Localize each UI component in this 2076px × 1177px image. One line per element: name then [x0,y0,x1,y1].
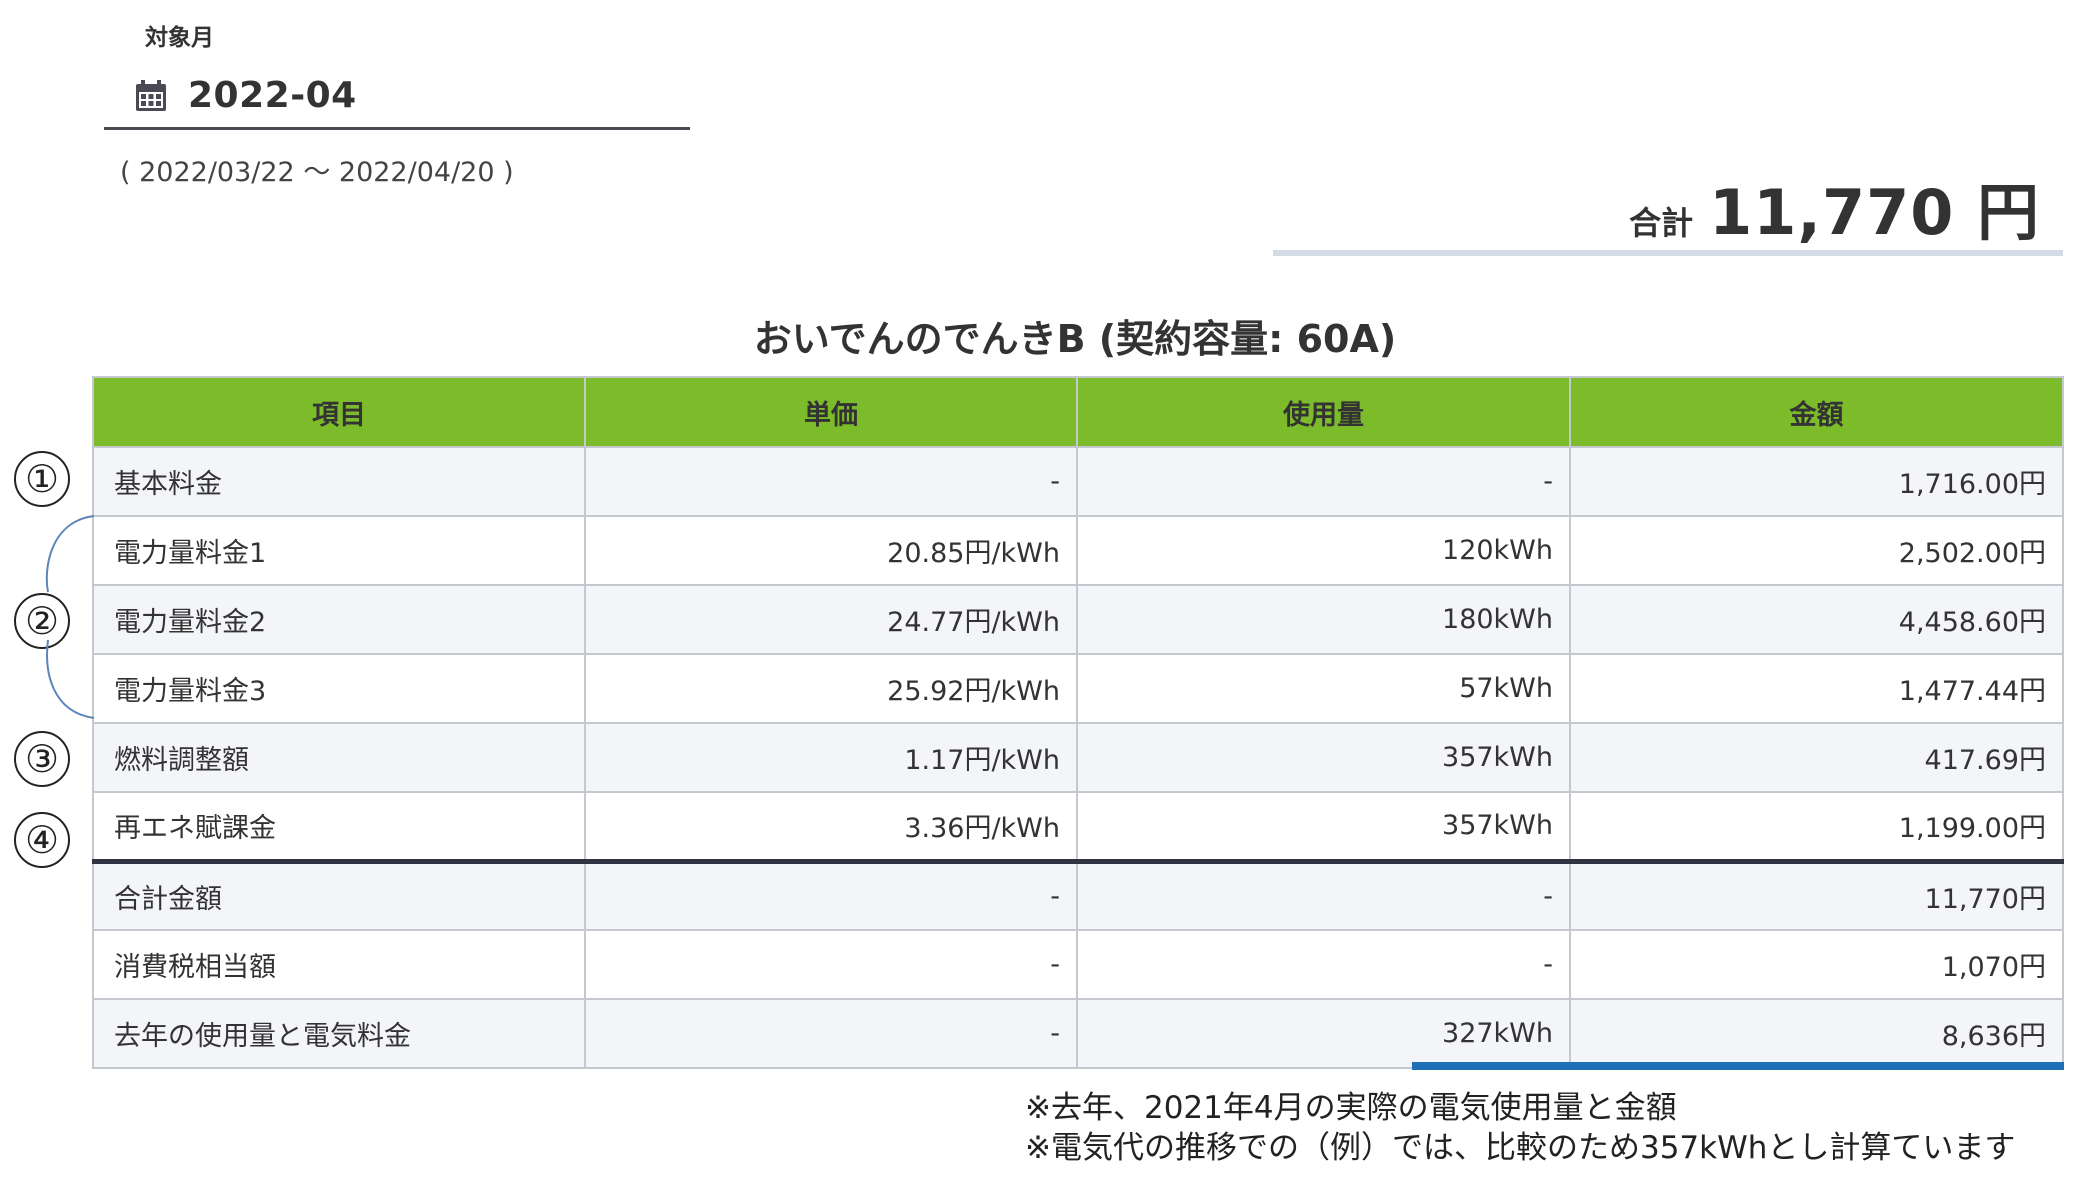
row-amount: 11,770円 [1569,858,2064,931]
marker-3: ③ [14,731,70,787]
row-amount: 1,199.00円 [1569,791,2064,862]
row-item: 電力量料金1 [92,515,586,586]
row-usage: 57kWh [1076,653,1571,724]
row-unit-price: - [584,929,1078,1000]
row-amount: 2,502.00円 [1569,515,2064,586]
marker-4: ④ [14,812,70,868]
row-unit-price: - [584,858,1078,931]
row-amount: 1,716.00円 [1569,446,2064,517]
month-picker[interactable]: 2022-04 [104,64,690,130]
table-row: 再エネ賦課金 3.36円/kWh 357kWh 1,199.00円 [92,791,2064,862]
marker-2: ② [14,593,70,649]
total-summary: 合計 11,770 円 [1629,162,2040,252]
table-row: 電力量料金2 24.77円/kWh 180kWh 4,458.60円 [92,584,2064,655]
table-row: 電力量料金3 25.92円/kWh 57kWh 1,477.44円 [92,653,2064,724]
row-item: 去年の使用量と電気料金 [92,998,586,1069]
plan-title: おいでんのでんきB (契約容量: 60A) [753,317,1397,361]
footnote-2: ※電気代の推移での（例）では、比較のため357kWhとし計算ています [1025,1130,2016,1166]
table-row: 電力量料金1 20.85円/kWh 120kWh 2,502.00円 [92,515,2064,586]
table-row: 基本料金 - - 1,716.00円 [92,446,2064,517]
row-usage: - [1076,446,1571,517]
month-value: 2022-04 [188,75,357,116]
row-usage: 120kWh [1076,515,1571,586]
calendar-icon [136,79,166,111]
row-item: 電力量料金2 [92,584,586,655]
total-label: 合計 [1629,204,1694,242]
row-unit-price: 20.85円/kWh [584,515,1078,586]
row-unit-price: 24.77円/kWh [584,584,1078,655]
row-item: 再エネ賦課金 [92,791,586,862]
total-value: 11,770 円 [1709,176,2040,249]
row-unit-price: - [584,998,1078,1069]
row-usage: 327kWh [1076,998,1571,1069]
footnotes: ※去年、2021年4月の実際の電気使用量と金額 ※電気代の推移での（例）では、比… [1025,1088,2015,1168]
marker-1: ① [14,451,70,507]
row-usage: - [1076,858,1571,931]
row-amount: 8,636円 [1569,998,2064,1069]
row-unit-price: 3.36円/kWh [584,791,1078,862]
highlight-underline [1412,1062,2064,1070]
row-item: 消費税相当額 [92,929,586,1000]
row-usage: 357kWh [1076,791,1571,862]
row-usage: 180kWh [1076,584,1571,655]
header-amount: 金額 [1569,376,2064,448]
bill-table: 項目 単価 使用量 金額 基本料金 - - 1,716.00円 電力量料金1 2… [92,376,2064,1069]
row-amount: 4,458.60円 [1569,584,2064,655]
header-unit-price: 単価 [584,376,1078,448]
billing-period: ( 2022/03/22 〜 2022/04/20 ) [120,157,514,188]
last-year-row: 去年の使用量と電気料金 - 327kWh 8,636円 [92,998,2064,1069]
row-unit-price: - [584,446,1078,517]
row-unit-price: 25.92円/kWh [584,653,1078,724]
row-amount: 1,477.44円 [1569,653,2064,724]
row-item: 合計金額 [92,858,586,931]
row-amount: 1,070円 [1569,929,2064,1000]
header-item: 項目 [92,376,586,448]
month-label: 対象月 [145,25,214,51]
row-item: 基本料金 [92,446,586,517]
row-usage: 357kWh [1076,722,1571,793]
bracket-marker-2 [45,515,95,719]
row-amount: 417.69円 [1569,722,2064,793]
row-item: 電力量料金3 [92,653,586,724]
total-amount-row: 合計金額 - - 11,770円 [92,858,2064,931]
table-row: 燃料調整額 1.17円/kWh 357kWh 417.69円 [92,722,2064,793]
row-item: 燃料調整額 [92,722,586,793]
row-unit-price: 1.17円/kWh [584,722,1078,793]
row-usage: - [1076,929,1571,1000]
header-usage: 使用量 [1076,376,1571,448]
footnote-1: ※去年、2021年4月の実際の電気使用量と金額 [1025,1090,1677,1126]
total-underline [1273,250,2063,256]
tax-row: 消費税相当額 - - 1,070円 [92,929,2064,1000]
table-header-row: 項目 単価 使用量 金額 [92,376,2064,448]
